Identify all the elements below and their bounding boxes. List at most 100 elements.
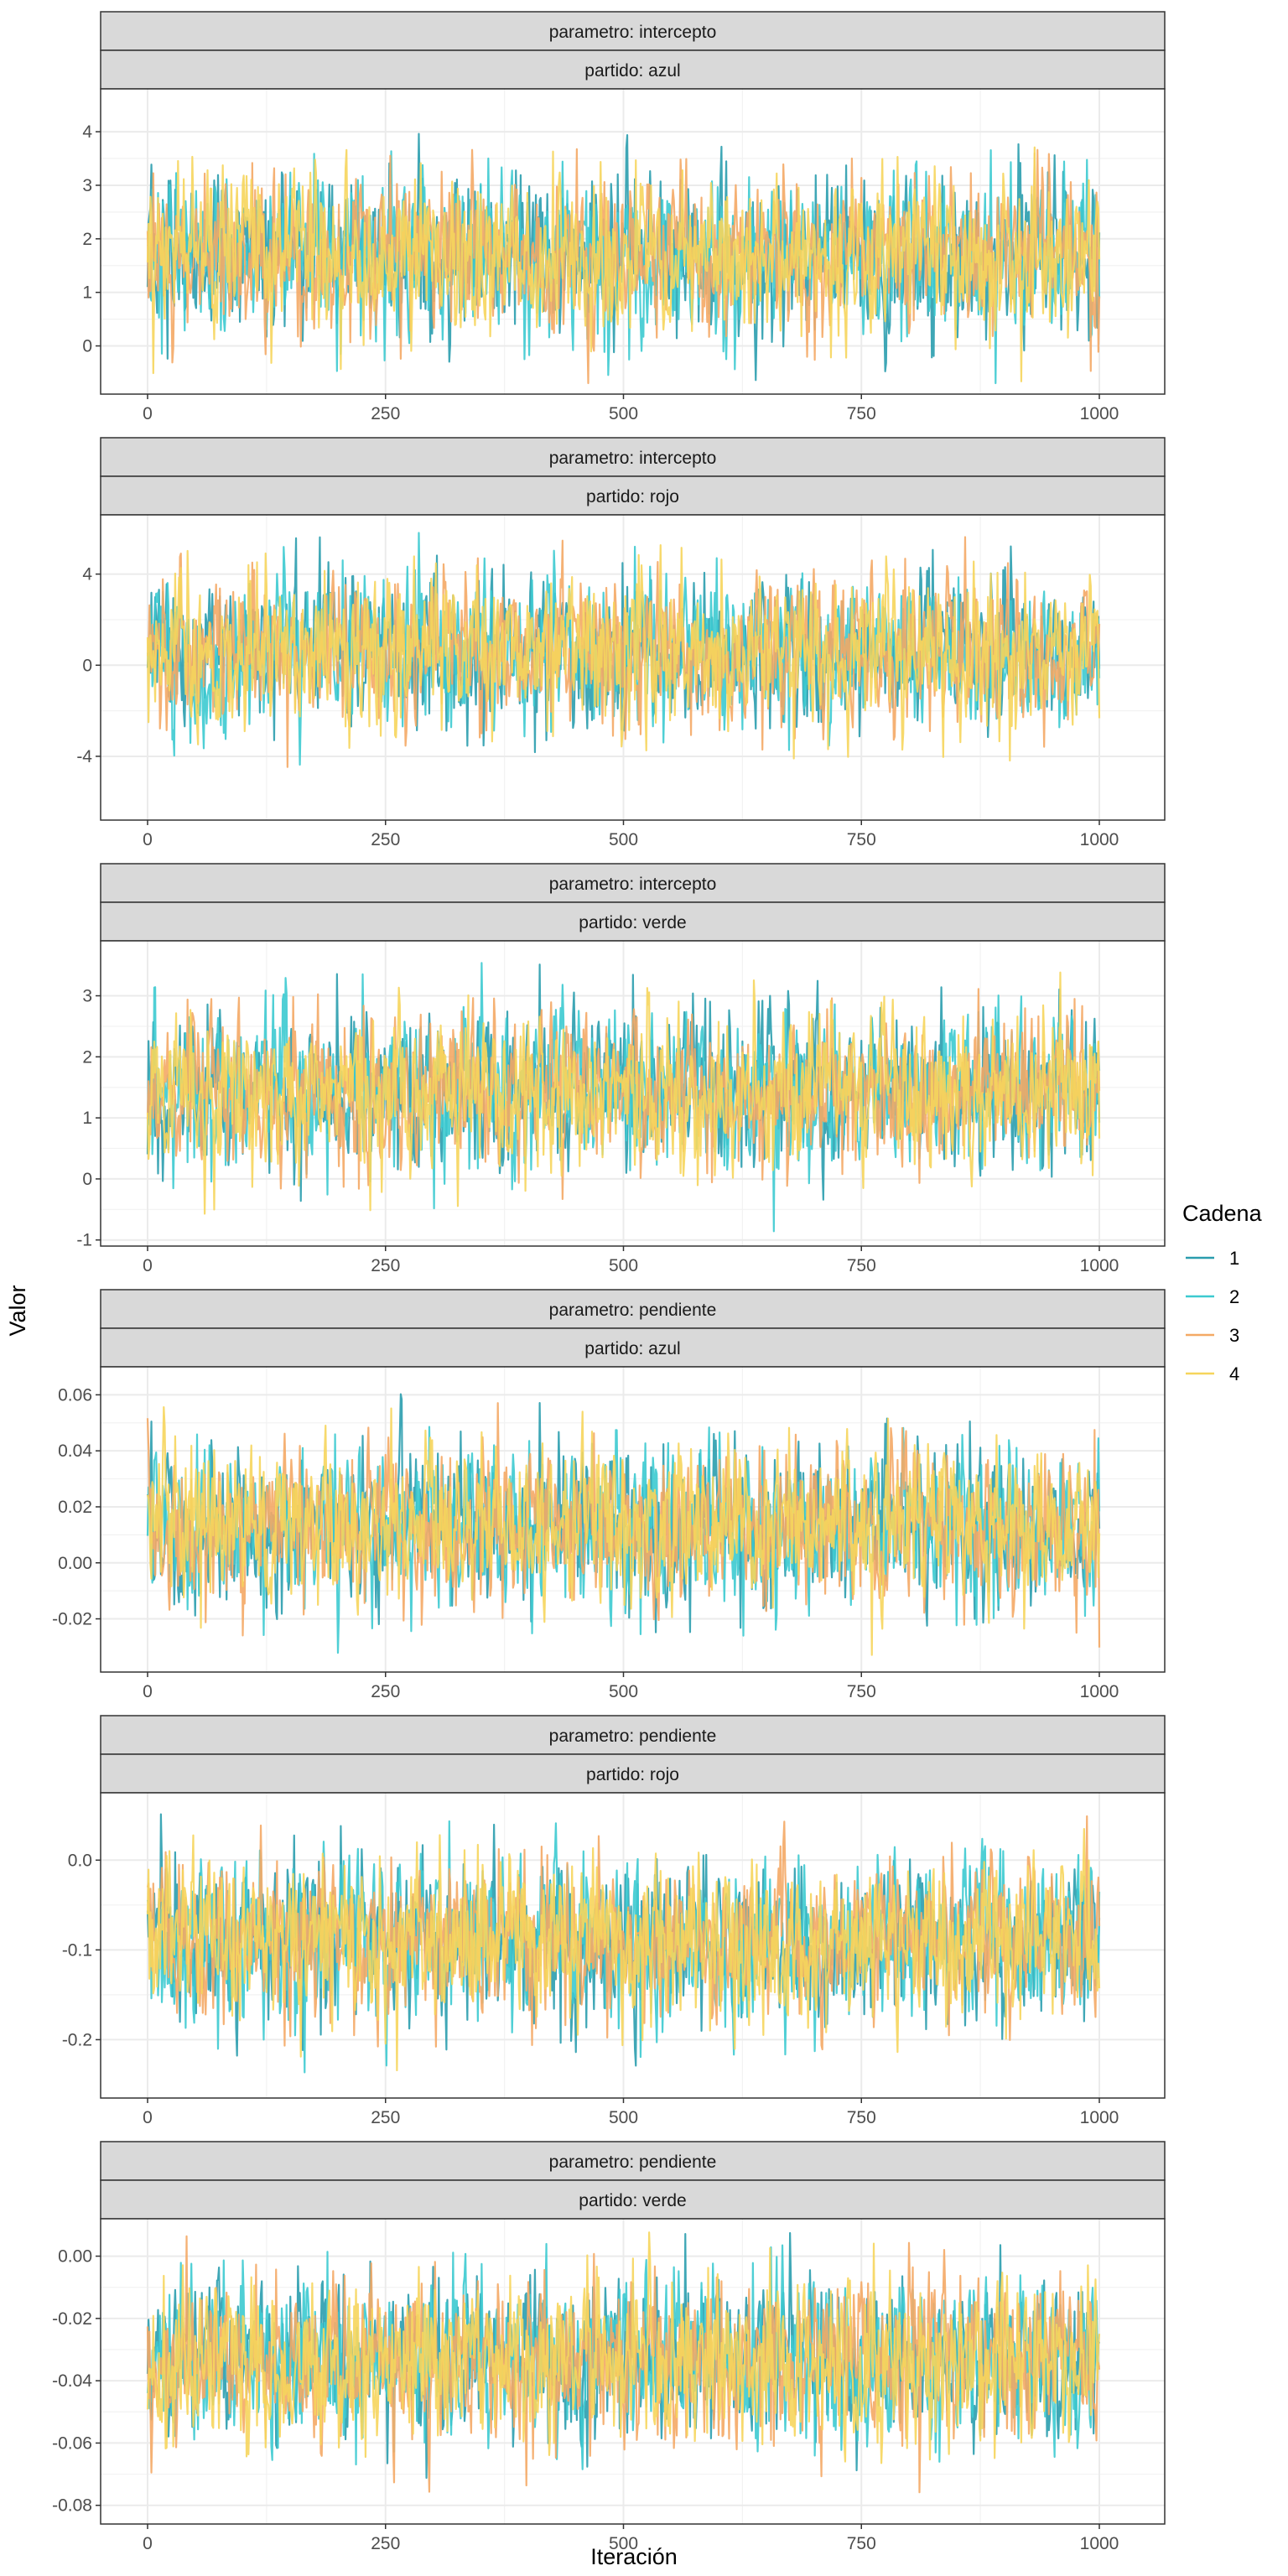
y-tick-label: -0.02	[52, 1610, 92, 1629]
y-tick-label: 0.02	[58, 1498, 92, 1517]
legend: Cadena 1 2 3 4	[1182, 1201, 1263, 1384]
y-tick-label: 0.00	[58, 2247, 92, 2267]
y-tick-label: 2	[82, 230, 92, 249]
facet-strip-label-parametro: parametro: intercepto	[549, 449, 717, 468]
x-tick-label: 0	[143, 404, 153, 423]
panel-border	[100, 940, 1166, 1247]
trace-lines	[146, 962, 1101, 1233]
trace-lines	[146, 1393, 1101, 1656]
facet-strip-partido	[100, 901, 1166, 942]
legend-label-cadena-3: 3	[1229, 1325, 1239, 1346]
legend-label-cadena-4: 4	[1229, 1363, 1239, 1384]
trace-lines	[146, 532, 1101, 768]
facet-strip-partido	[100, 1327, 1166, 1368]
facet-strip-partido	[100, 49, 1166, 90]
facet-strip-label-parametro: parametro: pendiente	[549, 1727, 717, 1746]
x-tick-label: 1000	[1080, 1256, 1119, 1275]
x-tick-label: 1000	[1080, 2108, 1119, 2127]
trace-line-cadena-4	[146, 1406, 1101, 1656]
x-tick-label: 0	[143, 830, 153, 849]
trace-lines	[146, 1813, 1101, 2074]
x-tick-label: 750	[847, 2534, 876, 2553]
x-tick-label: 500	[609, 1256, 638, 1275]
y-tick-label: 0	[82, 337, 92, 356]
y-tick-label: -0.04	[52, 2371, 92, 2391]
facet-strip-label-parametro: parametro: intercepto	[549, 23, 717, 42]
facet-panel: parametro: pendiente partido: rojo 0 250 500…	[62, 1715, 1166, 2127]
facet-strip-label-partido: partido: rojo	[586, 487, 679, 506]
y-tick-label: 0.06	[58, 1385, 92, 1405]
x-tick-label: 750	[847, 830, 876, 849]
y-tick-label: -0.1	[62, 1940, 92, 1960]
y-tick-label: -4	[76, 747, 92, 766]
facet-panel: parametro: intercepto partido: azul 0 250 50…	[82, 11, 1166, 423]
facet-strip-parametro	[100, 2141, 1166, 2181]
facet-strip-parametro	[100, 11, 1166, 51]
x-tick-label: 0	[143, 2534, 153, 2553]
x-tick-label: 0	[143, 1682, 153, 1701]
panel-border	[100, 1792, 1166, 2099]
trace-line-cadena-4	[146, 1827, 1101, 2072]
facet-strip-label-partido: partido: verde	[579, 913, 686, 932]
x-tick-label: 0	[143, 1256, 153, 1275]
y-axis-title: Valor	[5, 1285, 30, 1336]
y-tick-label: 3	[82, 987, 92, 1006]
facet-strip-partido	[100, 2179, 1166, 2220]
trace-line-cadena-4	[146, 971, 1101, 1215]
x-tick-label: 250	[371, 1256, 400, 1275]
facet-strip-partido	[100, 475, 1166, 516]
facet-strip-label-partido: partido: rojo	[586, 1765, 679, 1784]
facet-panel: parametro: pendiente partido: verde 0 250 50…	[52, 2141, 1166, 2553]
x-tick-label: 750	[847, 2108, 876, 2127]
x-tick-label: 250	[371, 2108, 400, 2127]
x-tick-label: 750	[847, 1256, 876, 1275]
x-tick-label: 750	[847, 404, 876, 423]
x-tick-label: 500	[609, 2534, 638, 2553]
x-tick-label: 500	[609, 1682, 638, 1701]
facet-strip-label-parametro: parametro: pendiente	[549, 1301, 717, 1320]
x-tick-label: 1000	[1080, 830, 1119, 849]
facet-strip-parametro	[100, 1289, 1166, 1329]
x-tick-label: 250	[371, 404, 400, 423]
y-tick-label: -0.06	[52, 2433, 92, 2453]
y-tick-label: -0.02	[52, 2309, 92, 2329]
y-tick-label: 4	[82, 565, 92, 584]
facet-strip-parametro	[100, 437, 1166, 477]
facet-strip-partido	[100, 1753, 1166, 1794]
facet-strip-label-partido: partido: azul	[584, 1339, 680, 1358]
trace-line-cadena-4	[146, 2231, 1101, 2464]
x-tick-label: 250	[371, 830, 400, 849]
facet-panel: parametro: intercepto partido: rojo 0 250 50…	[76, 437, 1166, 849]
facet-strip-label-partido: partido: azul	[584, 61, 680, 80]
y-tick-label: -0.2	[62, 2030, 92, 2049]
x-tick-label: 0	[143, 2108, 153, 2127]
y-tick-label: 2	[82, 1047, 92, 1067]
y-tick-label: 4	[82, 122, 92, 142]
panel-border	[100, 2218, 1166, 2525]
x-tick-label: 500	[609, 2108, 638, 2127]
x-tick-label: 1000	[1080, 404, 1119, 423]
x-tick-label: 500	[609, 830, 638, 849]
x-tick-label: 250	[371, 1682, 400, 1701]
y-tick-label: 0.00	[58, 1554, 92, 1573]
facet-panel: parametro: intercepto partido: verde 0 250 5…	[76, 863, 1166, 1275]
facet-strip-label-parametro: parametro: intercepto	[549, 875, 717, 894]
y-tick-label: 0.0	[68, 1851, 92, 1870]
legend-label-cadena-2: 2	[1229, 1286, 1239, 1307]
facet-panel: parametro: pendiente partido: azul 0 250 500…	[52, 1289, 1166, 1701]
y-tick-label: 0	[82, 1170, 92, 1189]
legend-label-cadena-1: 1	[1229, 1248, 1239, 1269]
legend-title: Cadena	[1182, 1201, 1263, 1226]
facet-strip-parametro	[100, 863, 1166, 903]
x-tick-label: 750	[847, 1682, 876, 1701]
facet-panels: parametro: intercepto partido: azul 0 250 50…	[52, 11, 1166, 2553]
facet-strip-label-parametro: parametro: pendiente	[549, 2153, 717, 2172]
x-axis-title: Iteración	[590, 2544, 678, 2569]
panel-border	[100, 1366, 1166, 1673]
panel-border	[100, 88, 1166, 395]
x-tick-label: 250	[371, 2534, 400, 2553]
facet-strip-parametro	[100, 1715, 1166, 1755]
panel-border	[100, 514, 1166, 821]
trace-line-cadena-4	[146, 146, 1101, 382]
